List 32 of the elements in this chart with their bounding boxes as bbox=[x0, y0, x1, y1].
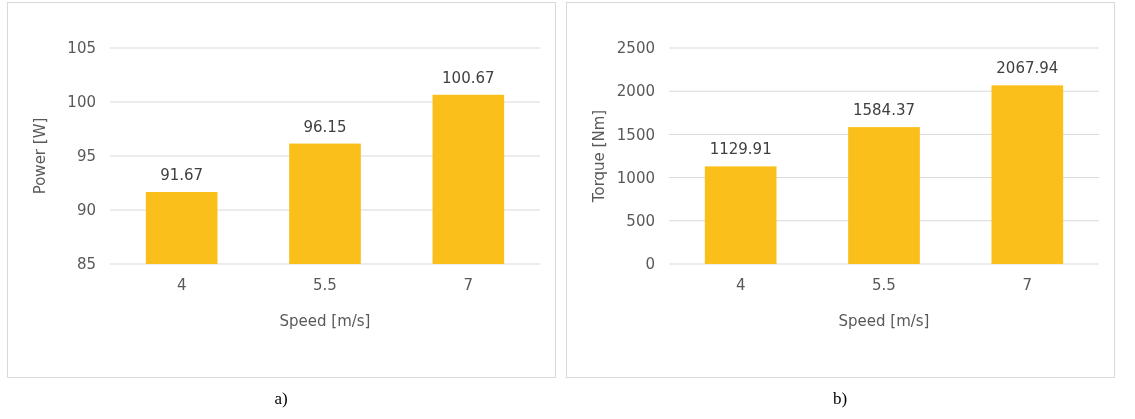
y-axis-title: Power [W] bbox=[31, 117, 49, 195]
y-tick-label: 95 bbox=[76, 147, 96, 166]
x-tick-label: 7 bbox=[1022, 276, 1033, 294]
x-tick-label: 7 bbox=[463, 276, 474, 294]
x-tick-label: 5.5 bbox=[313, 276, 337, 294]
y-tick-label: 1000 bbox=[616, 168, 655, 187]
data-label: 1584.37 bbox=[852, 101, 916, 120]
bar bbox=[848, 127, 920, 264]
data-label: 1129.91 bbox=[709, 140, 772, 159]
y-axis-title: Torque [Nm] bbox=[590, 109, 608, 204]
y-tick-label: 2500 bbox=[616, 39, 655, 58]
y-tick-label: 105 bbox=[67, 39, 96, 58]
y-tick-label: 500 bbox=[626, 212, 655, 231]
data-label: 96.15 bbox=[303, 117, 347, 136]
data-label: 91.67 bbox=[160, 165, 204, 184]
data-label: 2067.94 bbox=[996, 59, 1059, 78]
y-tick-label: 100 bbox=[67, 93, 96, 112]
text: b) bbox=[832, 389, 848, 408]
x-tick-label: 4 bbox=[176, 276, 187, 294]
data-label: 100.67 bbox=[442, 68, 495, 87]
text: a) bbox=[274, 389, 288, 408]
y-tick-label: 1500 bbox=[616, 125, 655, 144]
x-tick-label: 5.5 bbox=[872, 276, 896, 294]
y-tick-label: 0 bbox=[645, 255, 655, 274]
y-tick-label: 85 bbox=[76, 255, 96, 274]
x-axis-title: Speed [m/s] bbox=[838, 312, 930, 330]
x-tick-label: 4 bbox=[735, 276, 746, 294]
x-axis-title: Speed [m/s] bbox=[279, 312, 371, 330]
bar bbox=[991, 85, 1064, 264]
y-tick-label: 2000 bbox=[616, 82, 655, 101]
y-tick-label: 90 bbox=[76, 201, 96, 220]
bar bbox=[704, 166, 777, 264]
